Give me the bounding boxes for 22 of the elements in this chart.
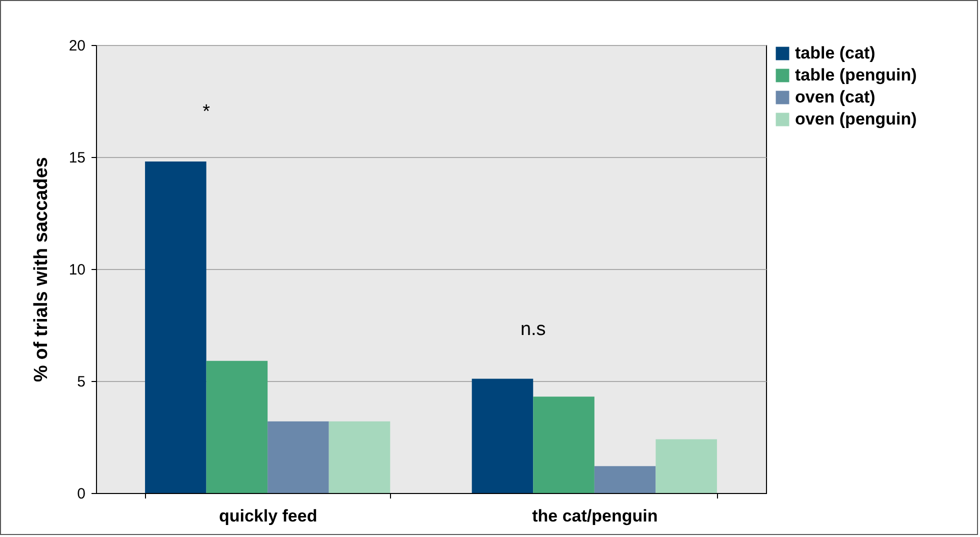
- legend-label: table (penguin): [795, 66, 917, 84]
- bar: [328, 421, 390, 493]
- y-tick-label: 20: [68, 38, 86, 54]
- bar: [533, 396, 594, 493]
- bar: [656, 439, 717, 493]
- y-axis-title: % of trials with saccades: [30, 157, 52, 382]
- annotation: *: [202, 101, 211, 122]
- y-tick-label: 0: [77, 486, 86, 502]
- annotation: n.s: [520, 318, 546, 340]
- bar: [594, 466, 656, 493]
- legend-label: oven (cat): [795, 88, 876, 106]
- bar: [206, 360, 268, 493]
- legend-label: table (cat): [795, 44, 876, 62]
- bar: [268, 421, 329, 493]
- x-tick-label: the cat/penguin: [532, 506, 658, 526]
- bar: [145, 161, 206, 493]
- y-tick-label: 5: [77, 374, 86, 390]
- y-tick-label: 15: [68, 150, 86, 166]
- y-tick-label: 10: [68, 262, 86, 278]
- bar: [472, 378, 534, 493]
- legend-label: oven (penguin): [795, 110, 917, 128]
- x-tick-label: quickly feed: [218, 506, 318, 526]
